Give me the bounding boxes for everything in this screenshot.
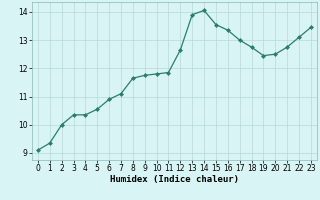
X-axis label: Humidex (Indice chaleur): Humidex (Indice chaleur) [110,175,239,184]
